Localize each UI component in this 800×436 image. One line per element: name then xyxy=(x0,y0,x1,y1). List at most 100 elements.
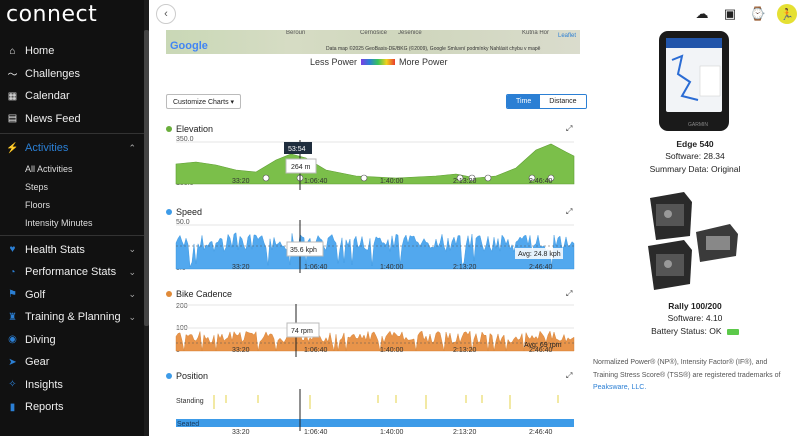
legend-dot xyxy=(166,126,172,132)
divider xyxy=(0,234,144,236)
elevation-chart[interactable]: 350.0 150.0 53:54 264 m 33:201:06:401:40… xyxy=(166,132,580,190)
performance-icon: ◔ xyxy=(9,266,16,278)
tooltip-time-box xyxy=(284,142,312,154)
challenges-icon: 〜 xyxy=(7,70,18,82)
time-toggle-button[interactable]: Time xyxy=(507,95,541,108)
x-tick-label: 1:06:40 xyxy=(304,347,327,354)
sidebar-item-label: Insights xyxy=(25,378,63,391)
sidebar-item-activities[interactable]: ⚡ Activities ⌃ xyxy=(0,137,144,160)
map-place: Beroun xyxy=(286,30,306,36)
sidebar-item-home[interactable]: ⌂ Home xyxy=(0,40,144,63)
battery-icon xyxy=(726,328,739,335)
garmin-edge-device-icon: GARMIN xyxy=(659,31,729,131)
chart-title-text: Position xyxy=(176,371,209,381)
y-tick-label: 350.0 xyxy=(176,136,194,143)
sidebar-item-insights[interactable]: ✧ Insights xyxy=(0,374,144,397)
chevron-down-icon: ⌄ xyxy=(128,289,136,300)
x-tick-label: 33:20 xyxy=(232,429,250,436)
sidebar-scrollbar[interactable] xyxy=(144,0,149,436)
device-icon[interactable]: ⌚ xyxy=(749,6,767,21)
sidebar-item-training-planning[interactable]: ♜ Training & Planning ⌄ xyxy=(0,306,144,329)
diving-icon: ◉ xyxy=(8,334,17,346)
x-tick-label: 1:06:40 xyxy=(304,264,327,271)
lap-marker-icon[interactable] xyxy=(468,174,476,182)
leaflet-link[interactable]: Leaflet xyxy=(557,33,576,39)
lap-marker-icon[interactable] xyxy=(456,174,464,182)
y-tick-label: 200 xyxy=(176,303,188,310)
x-tick-label: 2:13:20 xyxy=(453,178,476,185)
sidebar-item-golf[interactable]: ⚑ Golf ⌄ xyxy=(0,284,144,307)
expand-icon[interactable]: ⤢ xyxy=(566,371,573,380)
elevation-area xyxy=(175,143,575,185)
golf-icon: ⚑ xyxy=(8,289,17,301)
sidebar-subitem-steps[interactable]: Steps xyxy=(25,181,49,192)
sidebar-item-diving[interactable]: ◉ Diving xyxy=(0,329,144,352)
sidebar-item-performance-stats[interactable]: ◔ Performance Stats ⌄ xyxy=(0,261,144,284)
app-logo[interactable]: connect xyxy=(6,2,98,27)
position-chart[interactable]: Standing Seated 33:20 1:06:40 1:40:00 2:13:… xyxy=(166,385,580,436)
speed-chart[interactable]: 50.0 0.0 Avg: 24.8 kph 35.6 kph 33:201:0… xyxy=(166,215,580,273)
sidebar-subitem-floors[interactable]: Floors xyxy=(25,199,51,210)
activities-icon: ⚡ xyxy=(6,142,19,154)
route-map[interactable]: Beroun Černošice Jesenice Kutná Hor Goog… xyxy=(166,30,580,54)
sidebar-item-label: Reports xyxy=(25,401,64,414)
power-legend: Less Power More Power xyxy=(310,57,448,67)
speed-chart-title: Speed xyxy=(166,207,202,217)
upload-icon[interactable]: ☁ xyxy=(695,6,709,21)
sidebar-item-label: Diving xyxy=(25,333,56,346)
expand-icon[interactable]: ⤢ xyxy=(566,207,573,216)
chevron-left-icon: ‹ xyxy=(164,8,168,20)
inbox-icon[interactable]: ▣ xyxy=(723,6,737,21)
sidebar-item-label: Gear xyxy=(25,356,50,369)
sidebar-item-news-feed[interactable]: ▤ News Feed xyxy=(0,108,144,131)
avatar[interactable]: 🏃 xyxy=(777,4,797,24)
lap-marker-icon[interactable] xyxy=(262,174,270,182)
map-place: Jesenice xyxy=(398,30,422,36)
device-name[interactable]: Edge 540 xyxy=(676,139,714,149)
x-tick-label: 33:20 xyxy=(232,347,250,354)
sidebar-item-label: Activities xyxy=(25,142,69,155)
customize-charts-button[interactable]: Customize Charts ▾ xyxy=(166,94,241,109)
training-icon: ♜ xyxy=(8,311,17,323)
svg-text:GARMIN: GARMIN xyxy=(688,122,708,128)
back-button[interactable]: ‹ xyxy=(156,4,176,24)
sidebar-subitem-intensity-minutes[interactable]: Intensity Minutes xyxy=(25,217,93,228)
elevation-chart-title: Elevation xyxy=(166,124,213,134)
x-tick-label: 1:06:40 xyxy=(304,178,327,185)
calendar-icon: ▦ xyxy=(7,90,18,102)
average-label: Avg: 69 rpm xyxy=(524,342,562,349)
peaksware-link[interactable]: Peaksware, LLC. xyxy=(593,384,647,391)
lap-marker-icon[interactable] xyxy=(528,174,536,182)
device-name[interactable]: Rally 100/200 xyxy=(668,301,722,311)
x-tick-label: 2:13:20 xyxy=(453,347,476,354)
x-tick-label: 2:13:20 xyxy=(453,429,476,436)
sidebar-item-gear[interactable]: ➤ Gear xyxy=(0,351,144,374)
tooltip-time: 53:54 xyxy=(288,146,306,153)
cadence-chart[interactable]: 200 100 0 Avg: 69 rpm 74 rpm 33:201:06:4… xyxy=(166,299,580,357)
legend-dot xyxy=(166,209,172,215)
lap-marker-icon[interactable] xyxy=(547,174,555,182)
lap-marker-icon[interactable] xyxy=(484,174,492,182)
lap-marker-icon[interactable] xyxy=(360,174,368,182)
x-axis: 33:20 1:06:40 1:40:00 2:13:20 2:46:40 xyxy=(232,178,552,185)
sidebar-item-reports[interactable]: ▮ Reports xyxy=(0,396,144,419)
chevron-down-icon: ⌄ xyxy=(128,244,136,255)
home-icon: ⌂ xyxy=(9,45,16,57)
device-software: Software: 28.34 xyxy=(665,151,725,161)
heart-icon: ♥ xyxy=(9,244,16,256)
map-place: Kutná Hor xyxy=(522,30,550,36)
sidebar-item-calendar[interactable]: ▦ Calendar xyxy=(0,85,144,108)
device-software: Software: 4.10 xyxy=(667,313,723,323)
sidebar-item-health-stats[interactable]: ♥ Health Stats ⌄ xyxy=(0,239,144,262)
expand-icon[interactable]: ⤢ xyxy=(566,124,573,133)
scrollbar-thumb[interactable] xyxy=(144,30,149,326)
average-label-box xyxy=(515,248,563,259)
map-attribution[interactable]: Data map ©2025 GeoBasis-DE/BKG (©2009), … xyxy=(326,46,541,52)
x-tick-label: 1:40:00 xyxy=(380,264,403,271)
sidebar-item-challenges[interactable]: 〜 Challenges xyxy=(0,63,144,86)
expand-icon[interactable]: ⤢ xyxy=(566,289,573,298)
device-summary: Summary Data: Original xyxy=(649,164,741,174)
distance-toggle-button[interactable]: Distance xyxy=(540,95,586,108)
sidebar-item-label: Performance Stats xyxy=(25,266,117,279)
sidebar-subitem-all-activities[interactable]: All Activities xyxy=(25,163,73,174)
